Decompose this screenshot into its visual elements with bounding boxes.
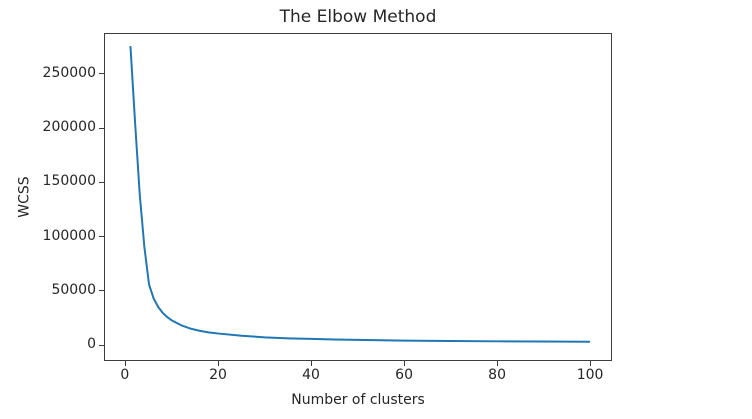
x-tick-mark [218, 361, 219, 366]
y-tick-mark [99, 181, 104, 183]
y-tick-mark [99, 290, 104, 292]
x-tick-label: 0 [120, 367, 130, 383]
y-tick-label: 200000 [42, 119, 96, 135]
x-tick-mark [124, 361, 126, 366]
y-tick-label: 0 [87, 336, 96, 353]
x-tick-label: 60 [395, 367, 414, 383]
x-tick-label: 100 [576, 367, 604, 383]
y-tick-mark [99, 236, 104, 238]
y-tick-label: 150000 [42, 173, 96, 190]
x-tick-label: 40 [302, 367, 320, 383]
y-tick-mark [99, 127, 104, 129]
y-tick-label: 100000 [42, 227, 96, 244]
x-tick-mark [590, 361, 592, 366]
chart-title: The Elbow Method [279, 7, 437, 27]
x-tick-label: 20 [209, 367, 227, 383]
x-tick-mark [497, 361, 499, 366]
y-tick-mark [99, 344, 104, 346]
plot-area [104, 33, 612, 361]
x-tick-label: 80 [488, 367, 507, 383]
x-tick-mark [404, 361, 406, 366]
y-tick-mark [99, 73, 104, 75]
x-axis-label: Number of clusters [291, 392, 425, 408]
x-tick-mark [311, 361, 312, 366]
wcss-line-series [129, 45, 591, 343]
y-tick-label: 250000 [42, 64, 96, 81]
line-chart-canvas [129, 45, 591, 343]
y-tick-label: 50000 [51, 281, 96, 298]
